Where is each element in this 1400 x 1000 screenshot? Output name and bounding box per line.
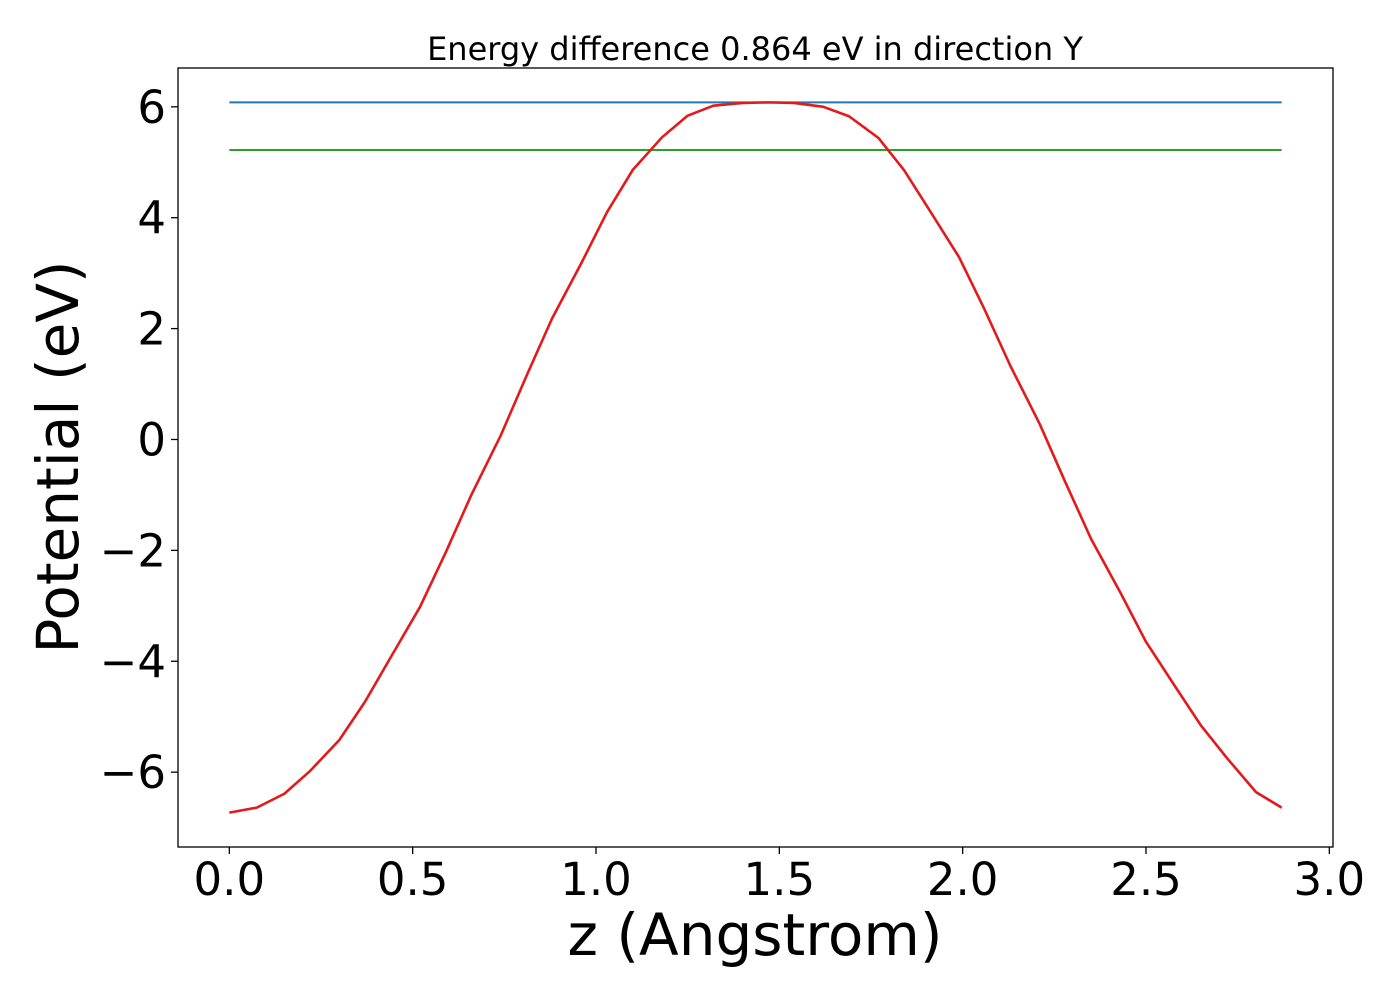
x-tick-label: 3.0: [1294, 853, 1366, 906]
x-tick-label: 1.5: [744, 853, 816, 906]
plot-frame: [177, 67, 1334, 848]
series-layer: [229, 101, 1283, 814]
x-axis-label: z (Angstrom): [568, 901, 943, 969]
x-tick-label: 0.5: [377, 853, 449, 906]
y-tick-label: 2: [137, 303, 166, 356]
y-tick-label: −4: [100, 635, 166, 688]
series-line-2: [229, 101, 1283, 814]
x-tick-label: 2.0: [927, 853, 999, 906]
y-tick-label: 0: [137, 413, 166, 466]
x-tick-label: 0.0: [194, 853, 266, 906]
x-tick-label: 1.0: [560, 853, 632, 906]
x-tick-label: 2.5: [1110, 853, 1182, 906]
y-tick-label: −2: [100, 524, 166, 577]
x-axis-ticks: 0.0 0.5 1.0 1.5 2.0 2.5 3.0: [194, 847, 1366, 906]
chart-title: Energy difference 0.864 eV in direction …: [427, 30, 1083, 68]
y-axis-label: Potential (eV): [24, 260, 92, 653]
y-tick-label: 4: [137, 192, 166, 245]
y-axis-ticks: −6 −4 −2 0 2 4 6: [100, 81, 178, 799]
y-tick-label: 6: [137, 81, 166, 134]
y-tick-label: −6: [100, 746, 166, 799]
